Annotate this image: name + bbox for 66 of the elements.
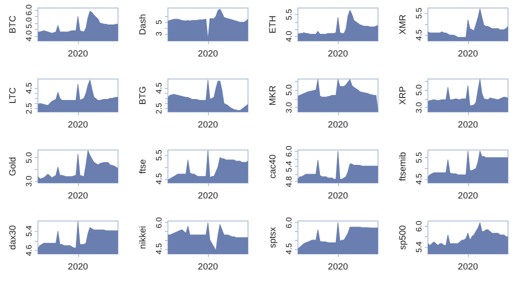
y-tick-label: 4.5 [154, 242, 164, 254]
y-tick-label: 6.0 [414, 220, 424, 232]
y-tick-label: 4.0 [284, 30, 294, 42]
y-tick-label: 6.0 [24, 4, 34, 16]
y-tick-label: 5.5 [284, 8, 294, 20]
y-tick-label: 4.0 [24, 30, 34, 42]
y-axis-title: Dash [138, 14, 148, 36]
y-axis-title: LTC [8, 86, 18, 104]
x-tick-label: 2020 [68, 48, 88, 58]
y-tick-label: 6.0 [284, 216, 294, 228]
y-axis-title: dax30 [8, 225, 18, 250]
y-tick-label: 4.5 [24, 82, 34, 94]
y-tick-label: 5.5 [154, 149, 164, 161]
y-tick-label: 5.5 [414, 7, 424, 19]
x-tick-label: 2020 [198, 262, 218, 272]
y-tick-label: 4.5 [154, 172, 164, 184]
x-tick-label: 2020 [198, 48, 218, 58]
y-tick-label: 5.0 [24, 16, 34, 28]
y-tick-label: 5.5 [414, 151, 424, 164]
x-tick-label: 2020 [68, 190, 88, 200]
x-tick-label: 2020 [458, 190, 478, 200]
y-tick-label: 4.5 [284, 242, 294, 254]
y-axis-title: MKR [268, 85, 278, 106]
x-tick-label: 2020 [328, 190, 348, 200]
y-axis-title: XMR [398, 14, 408, 34]
y-tick-label: 2.5 [24, 102, 34, 114]
y-tick-label: 4.5 [414, 173, 424, 185]
y-axis-title: ftse [138, 159, 148, 174]
y-tick-label: 5 [154, 19, 164, 24]
y-tick-label: 5.4 [414, 240, 424, 253]
y-tick-label: 5.4 [24, 225, 34, 237]
y-tick-label: 3.0 [284, 101, 294, 114]
y-tick-label: 6.0 [154, 216, 164, 228]
x-tick-label: 2020 [328, 262, 348, 272]
x-tick-label: 2020 [68, 262, 88, 272]
y-tick-label: 3.0 [414, 101, 424, 114]
y-tick-label: 4.6 [24, 244, 34, 256]
y-axis-title: XRP [398, 86, 408, 105]
y-tick-label: 3 [154, 31, 164, 36]
y-tick-label: 4.8 [284, 176, 294, 188]
y-tick-label: 3.0 [24, 175, 34, 187]
y-tick-label: 5.0 [414, 84, 424, 96]
y-axis-title: Gold [8, 156, 18, 176]
y-axis-title: sp500 [398, 225, 408, 250]
y-axis-title: BTC [8, 15, 18, 34]
y-tick-label: 5.0 [24, 152, 34, 164]
y-tick-label: 4.5 [414, 28, 424, 41]
y-axis-title: sptsx [268, 226, 278, 248]
x-tick-label: 2020 [198, 120, 218, 130]
y-tick-label: 5.0 [284, 84, 294, 96]
y-axis-title: cac40 [268, 154, 278, 179]
x-tick-label: 2020 [458, 48, 478, 58]
y-axis-title: BTG [138, 86, 148, 105]
y-tick-label: 4.5 [154, 82, 164, 94]
x-tick-label: 2020 [68, 120, 88, 130]
y-axis-title: nikkei [138, 226, 148, 250]
x-tick-label: 2020 [458, 120, 478, 130]
x-tick-label: 2020 [458, 262, 478, 272]
y-tick-label: 6.0 [284, 145, 294, 157]
x-tick-label: 2020 [198, 190, 218, 200]
y-axis-title: ftsemib [398, 152, 408, 182]
x-tick-label: 2020 [328, 48, 348, 58]
y-axis-title: ETH [268, 16, 278, 34]
y-tick-label: 2.5 [154, 102, 164, 114]
y-tick-label: 5.4 [284, 160, 294, 172]
x-tick-label: 2020 [328, 120, 348, 130]
